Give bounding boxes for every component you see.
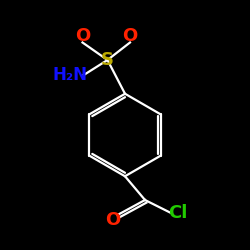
Text: S: S <box>101 51 114 69</box>
Text: Cl: Cl <box>168 204 187 222</box>
Text: H₂N: H₂N <box>52 66 88 84</box>
Text: O: O <box>122 27 138 45</box>
Text: O: O <box>75 27 90 45</box>
Text: O: O <box>105 211 120 229</box>
